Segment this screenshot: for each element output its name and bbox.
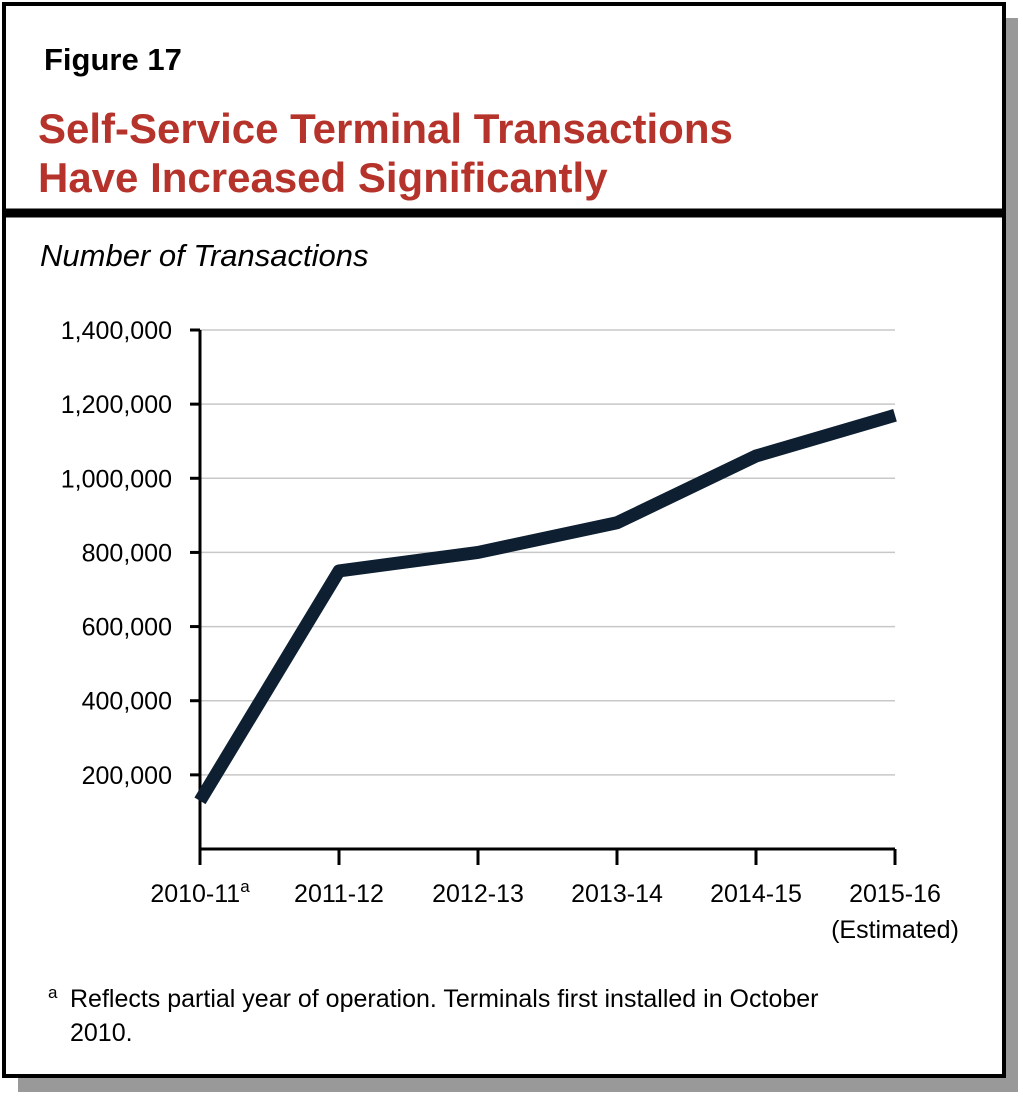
x-tick-label-group: 2015-16 xyxy=(849,880,941,908)
footnote-text: Reflects partial year of operation. Term… xyxy=(70,985,819,1047)
y-tick-label: 600,000 xyxy=(82,614,172,642)
data-line xyxy=(194,409,897,805)
y-tick-label: 800,000 xyxy=(82,539,172,567)
x-tick-label-group: 2011-12 xyxy=(294,880,384,908)
y-axis-label: Number of Transactions xyxy=(40,238,369,273)
chart-title: Have Increased Significantly xyxy=(38,154,608,201)
figure-label: Figure 17 xyxy=(44,42,182,77)
x-tick-superscript: a xyxy=(240,877,250,896)
y-tick-label: 400,000 xyxy=(82,688,172,716)
footnote: a Reflects partial year of operation. Ter… xyxy=(48,982,868,1050)
x-tick-label-group: 2014-15 xyxy=(710,880,802,908)
footnote-marker: a xyxy=(48,983,58,1002)
y-tick-label: 1,000,000 xyxy=(61,465,172,493)
x-tick-label: 2010-11 xyxy=(150,880,240,908)
x-tick-label: 2015-16 xyxy=(849,880,941,908)
x-tick-sublabel: (Estimated) xyxy=(831,916,959,944)
frame xyxy=(2,2,1006,1078)
y-tick-label: 1,200,000 xyxy=(61,391,172,419)
x-tick-label: 2014-15 xyxy=(710,880,802,908)
x-tick-label: 2011-12 xyxy=(294,880,384,908)
y-tick-label: 1,400,000 xyxy=(61,317,172,345)
chart-title: Self-Service Terminal Transactions xyxy=(38,105,733,152)
x-tick-label-group: 2013-14 xyxy=(571,880,663,908)
x-tick-label-group: 2012-13 xyxy=(432,880,524,908)
y-tick-label: 200,000 xyxy=(82,762,172,790)
x-tick-label: 2013-14 xyxy=(571,880,663,908)
x-tick-label-group: 2010-11a xyxy=(150,877,250,908)
x-tick-label: 2012-13 xyxy=(432,880,524,908)
